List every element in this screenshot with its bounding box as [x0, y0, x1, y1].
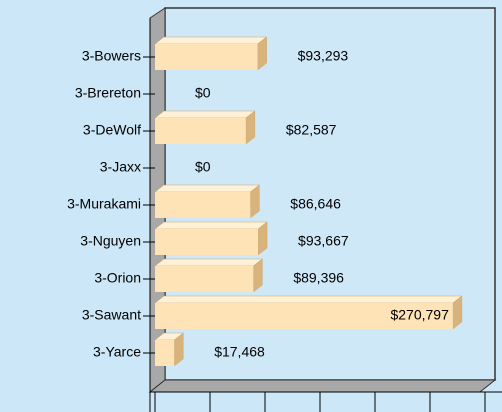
bar-top: [154, 184, 261, 193]
data-label: $93,293: [298, 48, 349, 64]
bar: [155, 118, 246, 144]
bar: [155, 229, 259, 255]
bar-top: [154, 221, 268, 230]
y-tick-label: 3-DeWolf: [83, 122, 141, 138]
y-tick-label: 3-Murakami: [67, 196, 141, 212]
bar: [155, 303, 453, 329]
y-tick-label: 3-Nguyen: [80, 233, 141, 249]
bar-top: [154, 110, 256, 119]
data-label: $86,646: [290, 196, 341, 212]
y-tick-label: 3-Bowers: [82, 48, 141, 64]
bar: [155, 266, 254, 292]
y-tick-label: 3-Jaxx: [100, 159, 141, 175]
bar: [155, 340, 175, 366]
data-label: $0: [195, 85, 211, 101]
bar-top: [154, 258, 264, 267]
data-label: $0: [195, 159, 211, 175]
bar: [155, 192, 251, 218]
bar-top: [154, 295, 463, 304]
y-tick-label: 3-Brereton: [75, 85, 141, 101]
y-tick-label: 3-Sawant: [82, 307, 141, 323]
data-label: $89,396: [293, 270, 344, 286]
y-tick-label: 3-Orion: [94, 270, 141, 286]
floor: [148, 379, 497, 393]
bar: [155, 44, 258, 70]
bar-top: [154, 36, 268, 45]
data-label: $82,587: [286, 122, 337, 138]
data-label: $270,797: [390, 307, 449, 323]
data-label: $93,667: [298, 233, 349, 249]
y-tick-label: 3-Yarce: [93, 344, 141, 360]
data-label: $17,468: [214, 344, 265, 360]
